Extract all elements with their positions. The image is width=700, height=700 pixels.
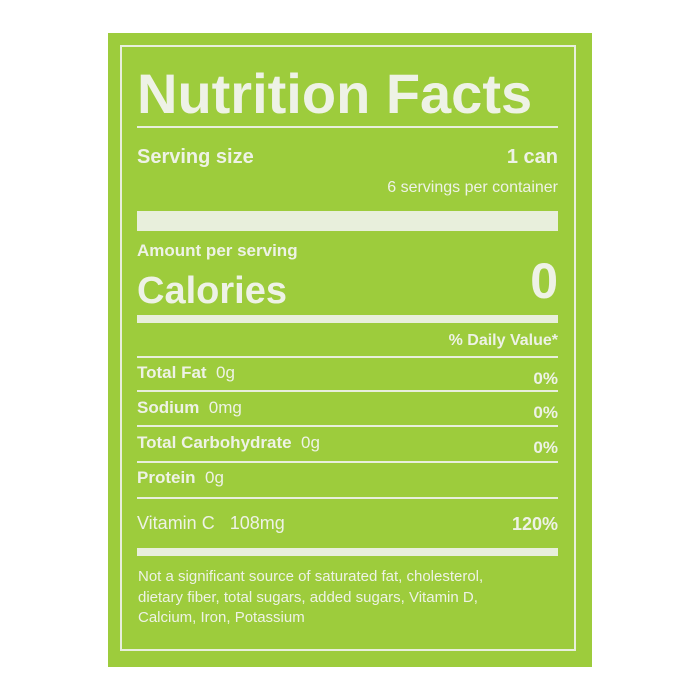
- nutrient-amount: 0mg: [208, 398, 242, 417]
- nutrient-row-total-fat: Total Fat 0g: [137, 364, 235, 381]
- nutrient-row-total-carbohydrate: Total Carbohydrate 0g: [137, 434, 320, 451]
- nutrition-label-panel: [108, 33, 592, 667]
- label-title: Nutrition Facts: [137, 62, 533, 125]
- nutrient-name: Total Carbohydrate: [137, 433, 292, 452]
- servings-per-container: 6 servings per container: [387, 179, 558, 196]
- vitamin-amount: 108mg: [229, 513, 285, 533]
- nutrient-name: Sodium: [137, 398, 200, 417]
- amount-per-serving: Amount per serving: [137, 241, 298, 260]
- nutrient-dv: 0%: [533, 438, 558, 457]
- thick-divider: [137, 211, 558, 231]
- medium-divider: [137, 548, 558, 556]
- nutrient-dv: 0%: [533, 369, 558, 388]
- nutrient-amount: 0g: [205, 468, 224, 487]
- nutrient-row-protein: Protein 0g: [137, 469, 224, 486]
- nutrient-name: Total Fat: [137, 363, 207, 382]
- nutrient-name: Protein: [137, 468, 196, 487]
- calories-value: 0: [530, 253, 558, 309]
- divider: [137, 497, 558, 499]
- daily-value-header: % Daily Value*: [448, 332, 558, 349]
- label-border: [120, 45, 576, 651]
- nutrient-amount: 0g: [301, 433, 320, 452]
- serving-size-value: 1 can: [506, 146, 558, 168]
- nutrient-amount: 0g: [216, 363, 235, 382]
- divider: [137, 425, 558, 427]
- calories-label: Calories: [137, 270, 287, 312]
- footnote-line: Not a significant source of saturated fa…: [138, 568, 484, 585]
- vitamin-name: Vitamin C: [137, 513, 215, 533]
- footnote-line: dietary fiber, total sugars, added sugar…: [138, 589, 478, 606]
- vitamin-dv: 120%: [511, 514, 558, 534]
- divider: [137, 126, 558, 128]
- footnote-line: Calcium, Iron, Potassium: [138, 609, 305, 626]
- nutrient-row-sodium: Sodium 0mg: [137, 399, 242, 416]
- nutrient-dv: 0%: [533, 403, 558, 422]
- divider: [137, 461, 558, 463]
- medium-divider: [137, 315, 558, 323]
- divider: [137, 390, 558, 392]
- serving-size-label: Serving size: [137, 146, 254, 168]
- divider: [137, 356, 558, 358]
- vitamin-row: Vitamin C 108mg: [137, 514, 285, 532]
